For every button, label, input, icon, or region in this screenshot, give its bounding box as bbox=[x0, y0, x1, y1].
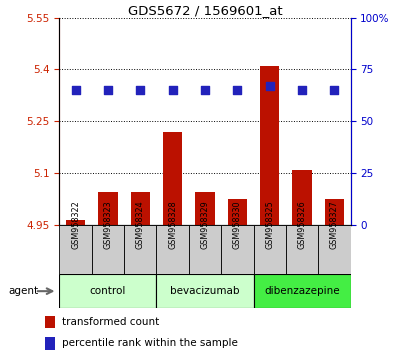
Bar bbox=[189, 225, 220, 274]
Text: agent: agent bbox=[8, 286, 38, 296]
Text: bevacizumab: bevacizumab bbox=[170, 286, 239, 296]
Bar bbox=[66, 219, 85, 225]
Text: GSM958324: GSM958324 bbox=[135, 200, 144, 249]
Point bbox=[234, 87, 240, 93]
Text: percentile rank within the sample: percentile rank within the sample bbox=[61, 338, 237, 348]
Bar bbox=[92, 225, 124, 274]
Point bbox=[104, 87, 111, 93]
Bar bbox=[59, 274, 156, 308]
Bar bbox=[156, 274, 253, 308]
Bar bbox=[285, 225, 317, 274]
Bar bbox=[220, 225, 253, 274]
Bar bbox=[45, 337, 55, 350]
Bar bbox=[292, 170, 311, 225]
Point bbox=[266, 83, 272, 89]
Text: GSM958329: GSM958329 bbox=[200, 200, 209, 249]
Bar bbox=[162, 132, 182, 225]
Bar bbox=[253, 225, 285, 274]
Point bbox=[330, 87, 337, 93]
Text: dibenzazepine: dibenzazepine bbox=[263, 286, 339, 296]
Bar bbox=[317, 225, 350, 274]
Text: GSM958325: GSM958325 bbox=[265, 200, 274, 249]
Text: GSM958328: GSM958328 bbox=[168, 200, 177, 249]
Title: GDS5672 / 1569601_at: GDS5672 / 1569601_at bbox=[127, 4, 282, 17]
Bar bbox=[227, 199, 247, 225]
Bar bbox=[59, 225, 92, 274]
Text: GSM958322: GSM958322 bbox=[71, 200, 80, 249]
Bar bbox=[98, 192, 117, 225]
Text: GSM958326: GSM958326 bbox=[297, 200, 306, 249]
Bar bbox=[156, 225, 189, 274]
Point bbox=[201, 87, 208, 93]
Point bbox=[169, 87, 175, 93]
Text: GSM958323: GSM958323 bbox=[103, 200, 112, 249]
Point bbox=[298, 87, 305, 93]
Bar bbox=[130, 192, 150, 225]
Text: control: control bbox=[90, 286, 126, 296]
Point bbox=[137, 87, 143, 93]
Bar bbox=[45, 316, 55, 329]
Text: GSM958327: GSM958327 bbox=[329, 200, 338, 249]
Bar bbox=[124, 225, 156, 274]
Point bbox=[72, 87, 79, 93]
Bar bbox=[195, 192, 214, 225]
Bar bbox=[324, 199, 343, 225]
Text: transformed count: transformed count bbox=[61, 317, 159, 327]
Bar bbox=[259, 66, 279, 225]
Bar bbox=[253, 274, 350, 308]
Text: GSM958330: GSM958330 bbox=[232, 200, 241, 249]
